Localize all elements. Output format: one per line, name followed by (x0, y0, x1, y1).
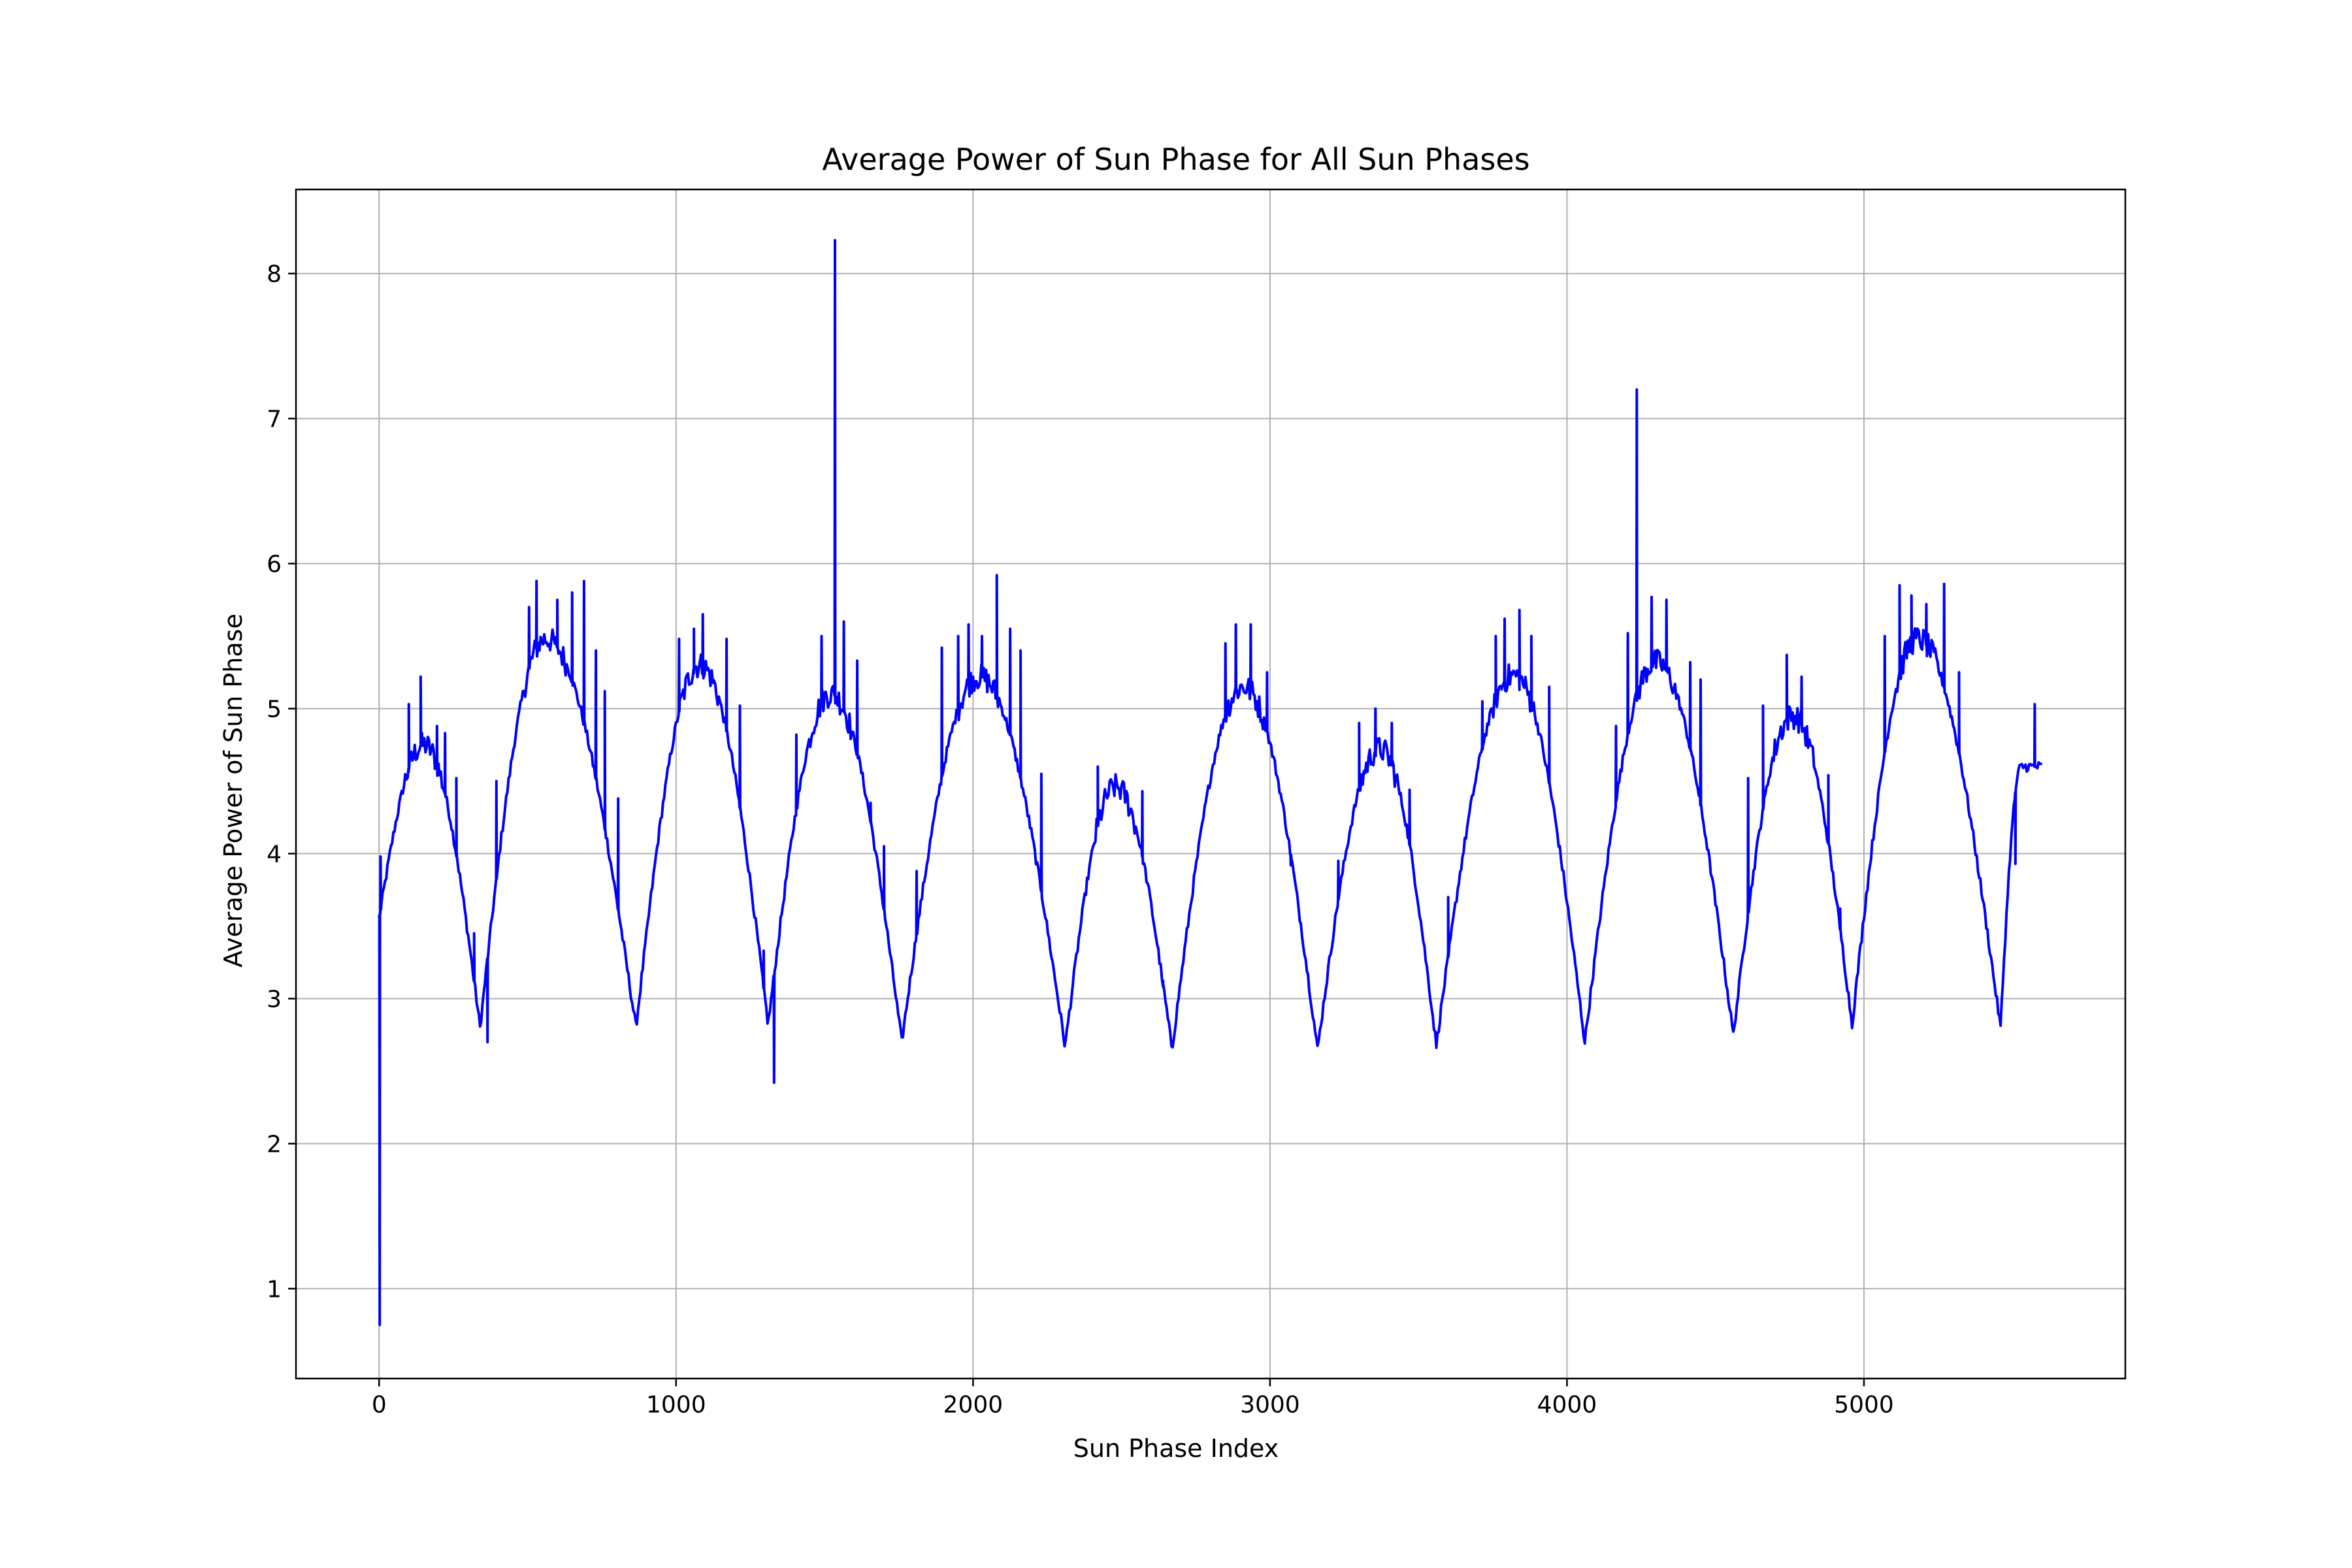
x-tick-label: 0 (372, 1392, 387, 1418)
series-layer (378, 238, 2042, 1326)
y-tick-label: 6 (267, 551, 282, 578)
series-line (378, 238, 2042, 1326)
tick-layer: 0 1000 2000 3000 4000 5000 1 2 3 4 5 6 7 8 (267, 261, 1894, 1418)
x-tick-label: 1000 (646, 1392, 706, 1418)
y-tick-label: 8 (267, 261, 282, 288)
x-tick-label: 4000 (1537, 1392, 1597, 1418)
y-tick-label: 4 (267, 841, 282, 868)
y-tick-label: 3 (267, 986, 282, 1013)
y-axis-label: Average Power of Sun Phase (219, 613, 248, 968)
chart-title: Average Power of Sun Phase for All Sun P… (822, 142, 1529, 177)
plot-frame (295, 188, 2127, 1380)
x-tick-label: 5000 (1834, 1392, 1894, 1418)
y-tick-label: 5 (267, 696, 282, 723)
y-tick-label: 1 (267, 1276, 282, 1303)
grid (296, 189, 2125, 1379)
y-tick-label: 7 (267, 406, 282, 433)
x-tick-label: 3000 (1240, 1392, 1300, 1418)
x-axis-label: Sun Phase Index (1073, 1434, 1279, 1463)
y-tick-label: 2 (267, 1131, 282, 1158)
x-tick-label: 2000 (943, 1392, 1004, 1418)
